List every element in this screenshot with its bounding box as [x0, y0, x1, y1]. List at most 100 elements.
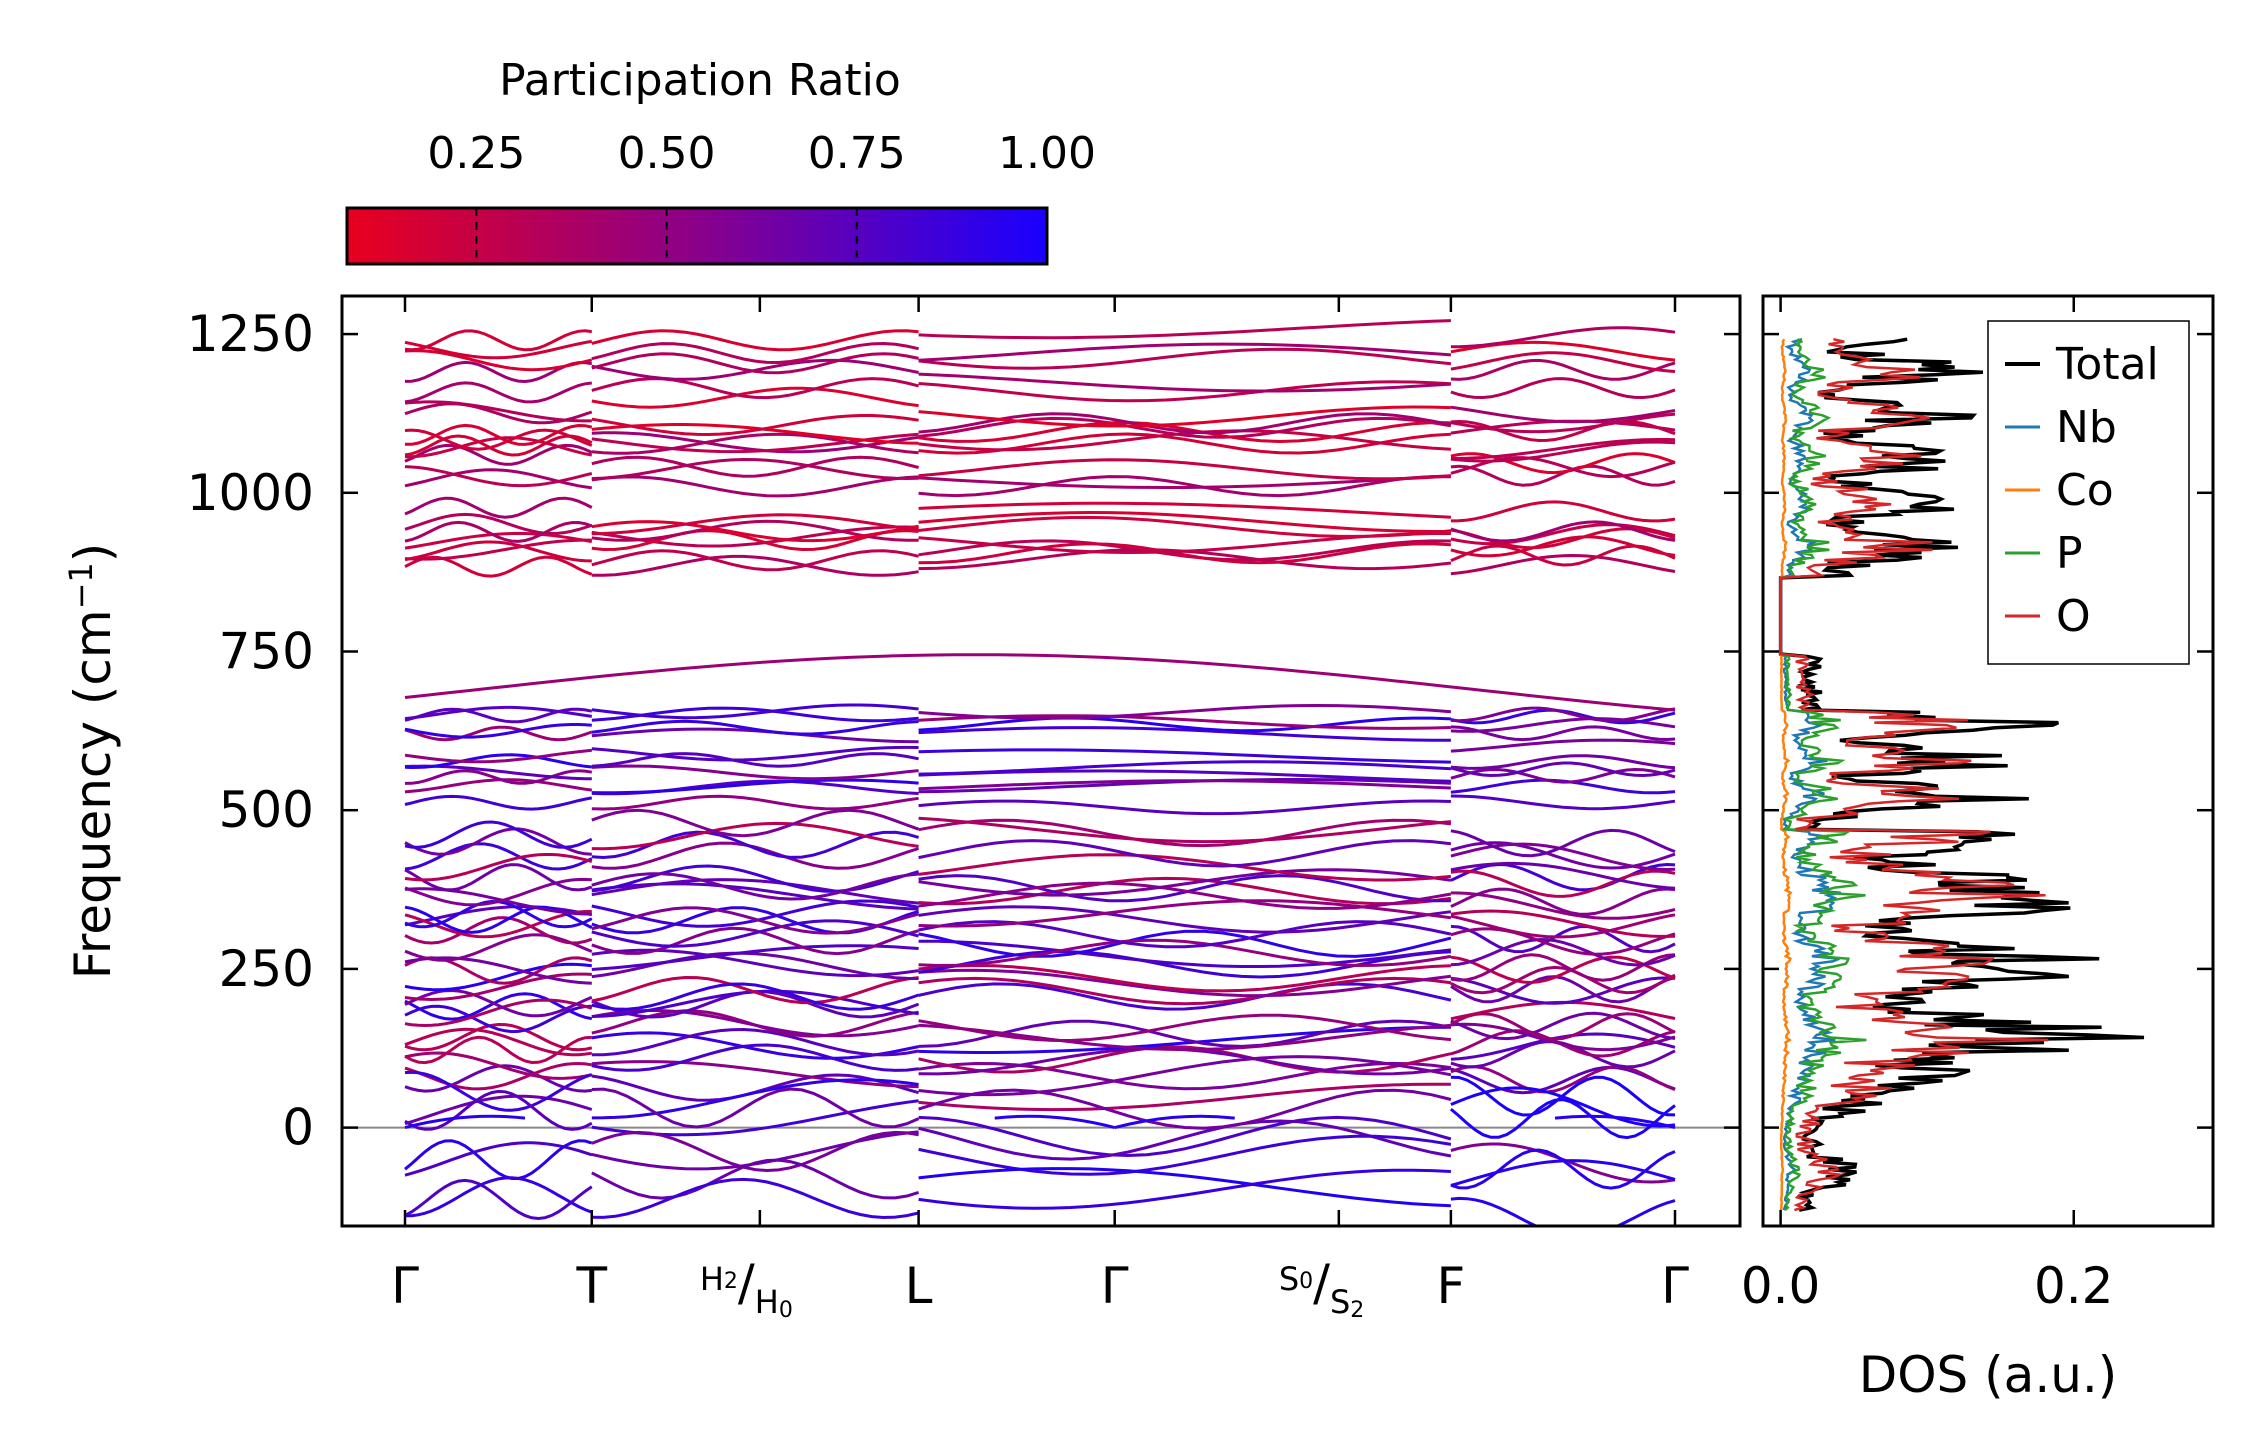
band-line [591, 727, 919, 744]
band-line [918, 726, 1451, 742]
band-line [918, 380, 1451, 403]
band-line [918, 853, 1452, 882]
band-line [404, 339, 593, 360]
dos-panel: 0.0 0.2 DOS (a.u.) Total Nb Co PO [1741, 294, 2215, 1404]
band-line [918, 938, 1452, 968]
band-line [1450, 419, 1676, 443]
band-line [918, 748, 1451, 764]
legend-label-o: O [2056, 591, 2091, 642]
band-line [1450, 1075, 1676, 1117]
band-line [1450, 523, 1676, 546]
band-line [918, 905, 1452, 934]
band-line [918, 976, 1452, 1006]
band-line [1450, 1022, 1676, 1052]
band-line [404, 512, 593, 536]
band-y-tick-label: 0 [282, 1099, 314, 1157]
band-line [404, 725, 593, 742]
acoustic-branch [1554, 1114, 1676, 1130]
band-lines [342, 319, 1740, 1226]
band-line [1450, 909, 1676, 938]
band-line [1450, 412, 1676, 434]
dos-x-tick-label: 0.2 [2034, 1257, 2114, 1315]
band-line [591, 329, 919, 352]
band-line [1450, 887, 1676, 916]
band-line [918, 1082, 1451, 1112]
band-line [404, 520, 593, 543]
band-line [918, 1119, 1452, 1161]
band-line [404, 778, 592, 794]
band-line [404, 381, 592, 404]
band-line [918, 1045, 1452, 1074]
acoustic-branch [994, 1114, 1116, 1130]
band-line [591, 872, 919, 901]
legend-box [1987, 320, 2190, 665]
band-line [918, 920, 1452, 949]
band-line [591, 944, 919, 971]
band-line [404, 1051, 593, 1080]
band-line [918, 1023, 1452, 1052]
band-line [918, 968, 1452, 998]
band-line [591, 358, 919, 381]
band-axes-frame [340, 294, 1742, 1228]
band-line [1450, 842, 1676, 872]
band-line [1450, 405, 1676, 424]
band-line [404, 538, 592, 561]
band-line [1450, 1012, 1676, 1041]
band-line [591, 549, 919, 572]
band-line [918, 319, 1451, 340]
band-line [918, 1025, 1451, 1054]
legend-label-total: Total [2055, 339, 2159, 390]
band-y-tick-label: 750 [219, 622, 314, 680]
band-line [918, 779, 1451, 791]
band-line [1450, 738, 1676, 753]
band-line [918, 839, 1452, 868]
band-line [1450, 1032, 1676, 1061]
band-line [1450, 927, 1676, 956]
band-line [404, 540, 592, 563]
band-line [591, 1027, 919, 1057]
band-line [404, 748, 592, 764]
kpoint-label: Γ [1101, 1257, 1129, 1315]
band-line [918, 816, 1452, 844]
band-y-tick-label: 500 [219, 781, 314, 839]
legend-label-p: P [2056, 528, 2083, 579]
band-line [591, 1060, 919, 1089]
band-line [918, 501, 1451, 519]
band-line [404, 400, 592, 423]
band-line [591, 414, 919, 437]
band-line [404, 916, 593, 945]
band-line [591, 821, 919, 851]
band-line [918, 372, 1451, 393]
band-line [591, 1043, 919, 1072]
kpoint-label: F [1436, 1257, 1465, 1315]
kpoint-label: L [905, 1257, 933, 1315]
band-line [404, 1094, 593, 1126]
kpoint-label: Γ [391, 1257, 419, 1315]
band-line [918, 799, 1451, 816]
band-line [404, 972, 592, 1002]
band-line [404, 531, 593, 550]
band-line [404, 988, 593, 1018]
dos-x-tick-label: 0.0 [1741, 1257, 1821, 1315]
dos-curve-o [1779, 337, 2049, 1212]
band-line [1450, 938, 1676, 967]
band-line [918, 982, 1452, 1011]
band-line [591, 778, 919, 795]
band-line [591, 703, 919, 720]
band-line [591, 975, 919, 1005]
band-line [1449, 1098, 1676, 1140]
band-line [591, 808, 920, 838]
colorbar: Participation Ratio 0.25 0.50 0.75 1.00 [345, 55, 1096, 266]
band-line [591, 878, 919, 905]
band-line [1450, 377, 1676, 400]
dos-axes-frame [1761, 294, 2215, 1228]
kpoint-label-split: S0/S2 [1279, 1254, 1364, 1323]
band-line [404, 877, 592, 907]
band-line [918, 1088, 1452, 1130]
band-line [591, 745, 919, 762]
band-line [918, 760, 1451, 776]
band-line [918, 347, 1452, 370]
band-line [591, 457, 919, 481]
band-line [591, 1031, 919, 1060]
